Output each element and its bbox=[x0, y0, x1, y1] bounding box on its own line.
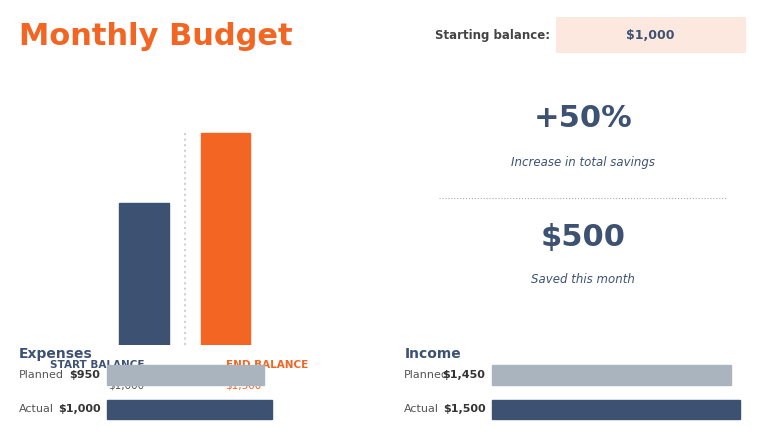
Text: Starting balance:: Starting balance: bbox=[434, 29, 550, 42]
Text: Actual: Actual bbox=[404, 404, 439, 415]
Text: Expenses: Expenses bbox=[19, 347, 93, 361]
Text: Saved this month: Saved this month bbox=[531, 273, 635, 286]
Text: $1,000: $1,000 bbox=[108, 380, 144, 390]
Text: $500: $500 bbox=[541, 223, 626, 252]
Text: Income: Income bbox=[404, 347, 461, 361]
Text: $950: $950 bbox=[70, 370, 101, 380]
Bar bbox=[119, 203, 169, 345]
Text: Actual: Actual bbox=[19, 404, 54, 415]
Text: $1,000: $1,000 bbox=[627, 29, 675, 42]
FancyBboxPatch shape bbox=[556, 17, 746, 53]
Text: START BALANCE: START BALANCE bbox=[49, 360, 144, 370]
Bar bbox=[492, 400, 740, 419]
Text: +50%: +50% bbox=[534, 104, 633, 133]
Bar bbox=[492, 365, 732, 385]
Text: $1,450: $1,450 bbox=[443, 370, 486, 380]
Text: Planned: Planned bbox=[404, 370, 449, 380]
Text: Increase in total savings: Increase in total savings bbox=[511, 156, 655, 169]
Text: $1,500: $1,500 bbox=[226, 380, 262, 390]
Text: Planned: Planned bbox=[19, 370, 64, 380]
Bar bbox=[107, 365, 264, 385]
Text: $1,000: $1,000 bbox=[58, 404, 101, 415]
Bar bbox=[107, 400, 273, 419]
Text: $1,500: $1,500 bbox=[443, 404, 486, 415]
Text: END BALANCE: END BALANCE bbox=[226, 360, 308, 370]
Text: Monthly Budget: Monthly Budget bbox=[19, 22, 293, 51]
Bar bbox=[201, 133, 250, 345]
